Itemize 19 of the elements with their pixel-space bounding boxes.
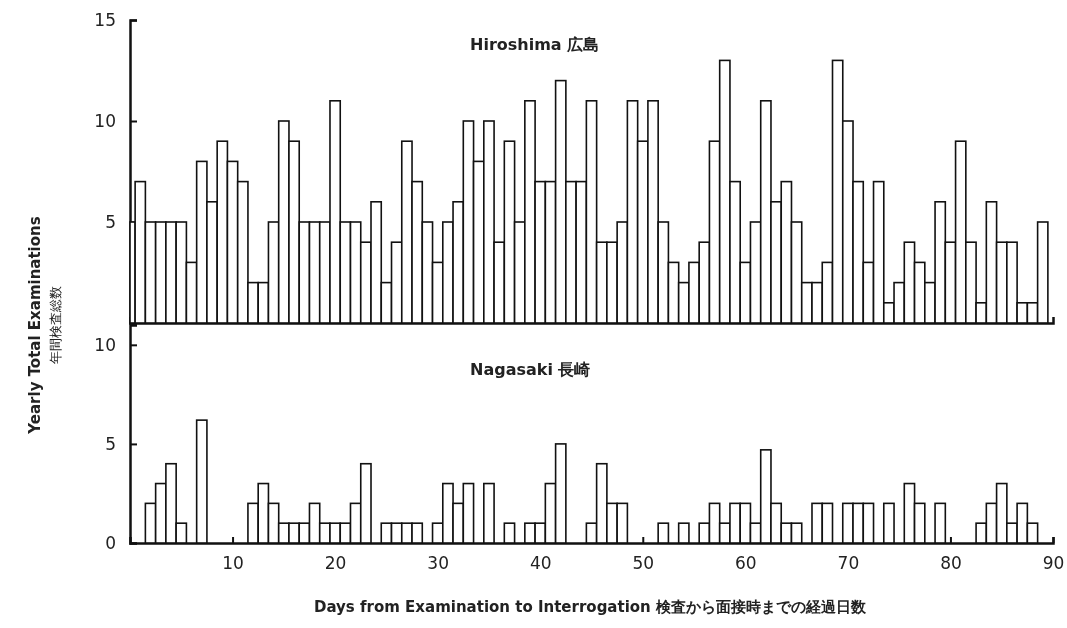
- x-tick-label: 30: [427, 553, 449, 574]
- x-tick-label: 70: [837, 553, 860, 574]
- y-tick-label: 0: [105, 532, 116, 553]
- y-axis-title: Yearly Total Examinations 年間検査総数: [26, 216, 63, 435]
- x-tick-label: 90: [1042, 553, 1065, 574]
- y-tick-label: 10: [94, 110, 116, 131]
- x-tick-label: 10: [222, 553, 244, 574]
- x-tick-label: 80: [940, 553, 962, 574]
- text: Hiroshima 広島: [470, 35, 600, 54]
- text: Nagasaki 長崎: [470, 360, 591, 379]
- x-axis-title: Days from Examination to Interrogation 検査から面接時までの経過日数: [313, 598, 868, 616]
- x-tick-label: 40: [529, 553, 552, 574]
- y-tick-label: 5: [105, 211, 116, 232]
- y-tick-label: 10: [94, 334, 116, 355]
- x-tick-label: 50: [632, 553, 655, 574]
- x-tick-label: 20: [324, 553, 347, 574]
- y-tick-label: 5: [105, 433, 116, 454]
- x-tick-label: 60: [735, 553, 757, 574]
- y-tick-label: 15: [94, 9, 116, 30]
